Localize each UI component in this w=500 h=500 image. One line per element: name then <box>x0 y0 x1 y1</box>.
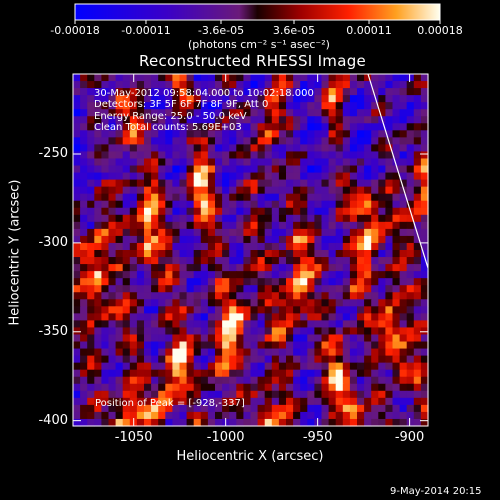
y-axis-label: Heliocentric Y (arcsec) <box>7 179 23 326</box>
x-tick-label: -950 <box>302 430 333 445</box>
y-tick-label: -350 <box>38 323 68 339</box>
annotation-detectors: Detectors: 3F 5F 6F 7F 8F 9F, Att 0 <box>94 99 269 111</box>
annotation-energy: Energy Range: 25.0 - 50.0 keV <box>94 110 247 122</box>
peak-position-label: Position of Peak = [-928,-337] <box>95 398 245 409</box>
colorbar-tick-label: 3.6e-05 <box>272 24 316 37</box>
colorbar-tick-label: -0.00018 <box>50 24 100 37</box>
x-tick-label: -900 <box>394 430 425 445</box>
y-tick-label: -300 <box>38 234 68 250</box>
y-tick-label: -250 <box>38 146 68 161</box>
annotation-time: 30-May-2012 09:58:04.000 to 10:02:18.000 <box>94 88 314 99</box>
solar-limb-line <box>367 73 429 269</box>
colorbar <box>74 3 441 24</box>
axes-frame <box>72 73 429 427</box>
annotation-counts: Clean Total counts: 5.69E+03 <box>94 122 242 134</box>
colorbar-tick-label: -3.6e-05 <box>197 24 245 37</box>
y-tick-label: -400 <box>38 412 68 428</box>
colorbar-gradient <box>74 3 441 21</box>
colorbar-tick-label: 0.00018 <box>417 24 463 37</box>
heatmap-cells <box>73 74 429 427</box>
timestamp: 9-May-2014 20:15 <box>390 486 482 497</box>
colorbar-tick-label: -0.00011 <box>121 24 171 37</box>
colorbar-unit-label: (photons cm⁻² s⁻¹ asec⁻²) <box>188 38 330 51</box>
chart-title: Reconstructed RHESSI Image <box>138 52 367 70</box>
colorbar-tick-label: 0.00011 <box>346 24 392 37</box>
x-tick-label: -1050 <box>114 430 153 445</box>
observation-info: 30-May-2012 09:58:04.000 to 10:02:18.000… <box>94 88 314 134</box>
x-tick-label: -1000 <box>206 430 245 445</box>
x-axis-label: Heliocentric X (arcsec) <box>176 449 324 464</box>
colorbar-ticks <box>74 20 441 24</box>
